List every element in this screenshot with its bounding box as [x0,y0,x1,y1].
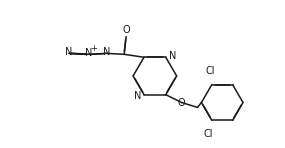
Text: N: N [103,47,110,57]
Text: O: O [122,25,130,35]
Text: N: N [65,47,72,57]
Text: N: N [85,48,92,58]
Text: Cl: Cl [203,129,213,139]
Text: O: O [178,98,186,107]
Text: Cl: Cl [205,66,215,76]
Text: N: N [134,91,141,101]
Text: +: + [90,44,97,53]
Text: N: N [169,51,176,61]
